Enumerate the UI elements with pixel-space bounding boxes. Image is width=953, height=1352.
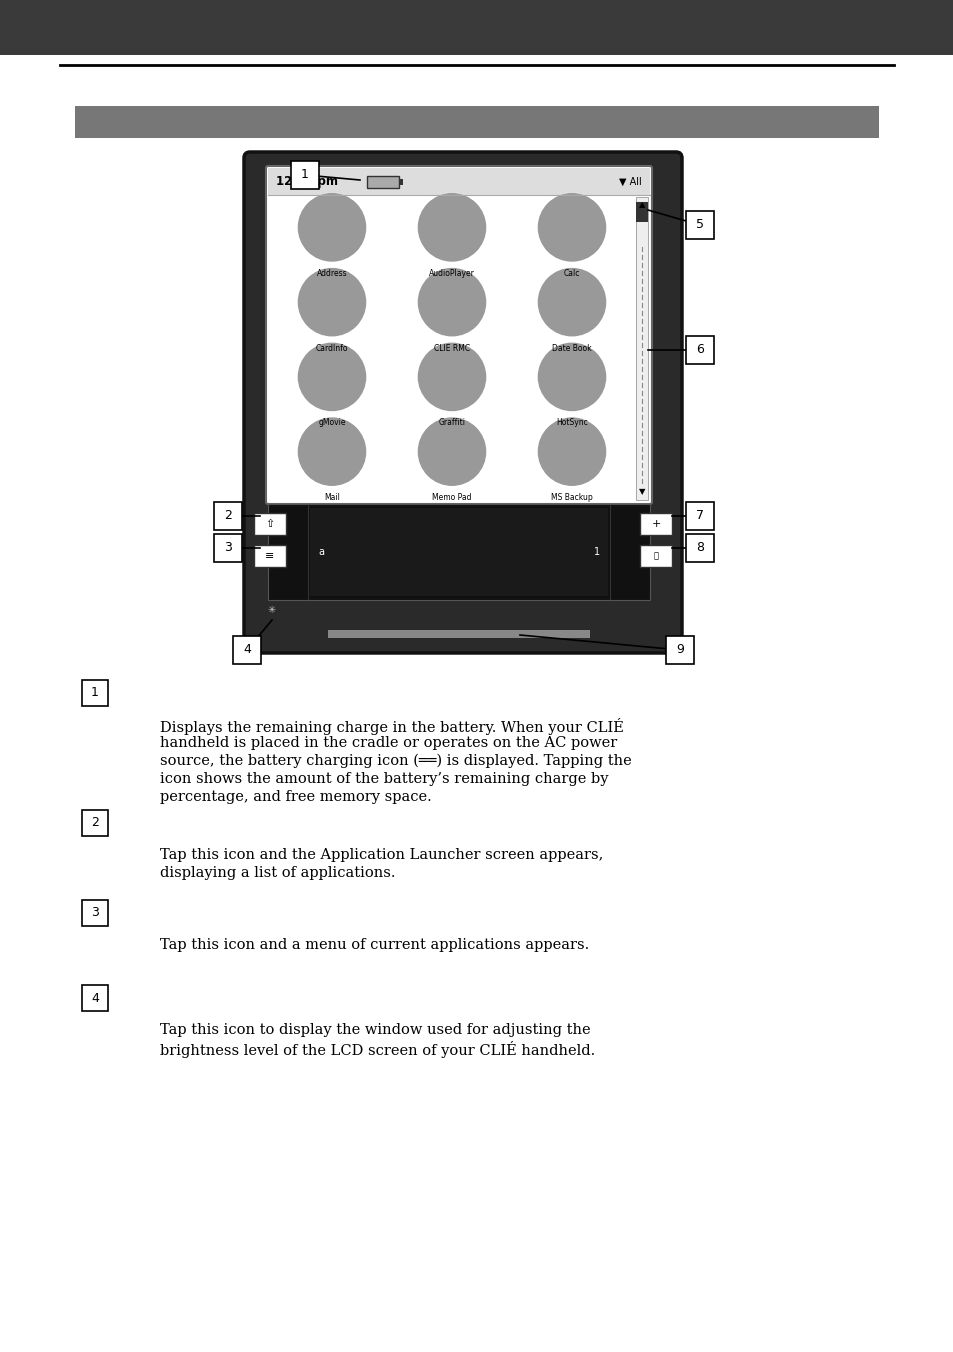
FancyBboxPatch shape [244,151,681,653]
Text: displaying a list of applications.: displaying a list of applications. [160,867,395,880]
Text: 7: 7 [696,510,703,522]
Text: 2: 2 [224,510,232,522]
Text: CLIE RMC: CLIE RMC [434,343,470,353]
Bar [665,635,693,664]
Text: HotSync: HotSync [556,418,587,427]
Text: 1: 1 [301,169,309,181]
Text: handheld is placed in the cradle or operates on the AC power: handheld is placed in the cradle or oper… [160,735,617,750]
Text: 12:00 pm: 12:00 pm [275,174,337,188]
Bar [82,986,108,1011]
Text: Calc: Calc [563,269,579,277]
Bar [213,502,242,530]
Text: ✳: ✳ [268,604,275,615]
Text: ≡: ≡ [265,552,274,561]
Text: percentage, and free memory space.: percentage, and free memory space. [160,790,432,804]
Text: Memo Pad: Memo Pad [432,493,471,502]
Circle shape [418,193,485,261]
Bar [639,512,671,535]
Bar [367,176,398,188]
Bar [636,197,647,500]
Text: 1: 1 [594,548,599,557]
Text: +: + [651,519,660,529]
Text: Tap this icon and the Application Launcher screen appears,: Tap this icon and the Application Launch… [160,848,602,863]
Bar [268,504,649,600]
Text: a: a [317,548,324,557]
Bar [685,534,713,562]
Text: MS Backup: MS Backup [551,493,592,502]
Text: gMovie: gMovie [318,418,345,427]
Bar [75,105,878,138]
Text: CardInfo: CardInfo [315,343,348,353]
Text: 5: 5 [696,219,703,231]
Text: source, the battery charging icon (══) is displayed. Tapping the: source, the battery charging icon (══) i… [160,754,631,768]
Text: Displays the remaining charge in the battery. When your CLIÉ: Displays the remaining charge in the bat… [160,718,623,735]
Bar [253,512,286,535]
Bar [233,635,261,664]
Circle shape [418,269,485,335]
Circle shape [537,418,605,485]
Text: ▲: ▲ [639,200,644,210]
Bar [636,201,647,222]
Circle shape [418,343,485,411]
Text: 1: 1 [91,687,99,699]
Bar [398,178,402,184]
Text: AudioPlayer: AudioPlayer [429,269,475,277]
Text: 4: 4 [243,644,251,657]
Circle shape [418,418,485,485]
Bar [685,502,713,530]
Text: 3: 3 [91,906,99,919]
Text: Address: Address [316,269,347,277]
Text: brightness level of the LCD screen of your CLIÉ handheld.: brightness level of the LCD screen of yo… [160,1041,595,1059]
Text: Graffiti: Graffiti [438,418,465,427]
Circle shape [298,343,365,411]
Circle shape [298,193,365,261]
Text: 🔍: 🔍 [653,552,658,561]
Bar [685,337,713,364]
Bar [310,508,607,596]
Text: Date Book: Date Book [552,343,591,353]
Text: Tap this icon to display the window used for adjusting the: Tap this icon to display the window used… [160,1023,590,1037]
Text: ⇧: ⇧ [265,519,274,529]
Bar [82,680,108,706]
Circle shape [298,269,365,335]
Bar [268,168,649,195]
Text: Tap this icon and a menu of current applications appears.: Tap this icon and a menu of current appl… [160,938,589,952]
Bar [82,900,108,926]
Bar [328,630,589,638]
Text: Mail: Mail [324,493,339,502]
Text: ▼: ▼ [639,488,644,496]
Text: 6: 6 [696,343,703,357]
Circle shape [298,418,365,485]
Bar [253,545,286,566]
Bar [291,161,318,189]
Circle shape [537,343,605,411]
Text: 4: 4 [91,991,99,1005]
Bar [213,534,242,562]
Text: 9: 9 [676,644,683,657]
Text: ▼ All: ▼ All [618,177,641,187]
Text: 2: 2 [91,817,99,830]
Bar [0,0,953,55]
Bar [82,810,108,836]
Bar [685,211,713,239]
Text: 8: 8 [696,542,703,554]
Text: 3: 3 [224,542,232,554]
Bar [639,545,671,566]
FancyBboxPatch shape [266,166,651,504]
Text: icon shows the amount of the battery’s remaining charge by: icon shows the amount of the battery’s r… [160,772,608,786]
Circle shape [537,193,605,261]
Circle shape [537,269,605,335]
